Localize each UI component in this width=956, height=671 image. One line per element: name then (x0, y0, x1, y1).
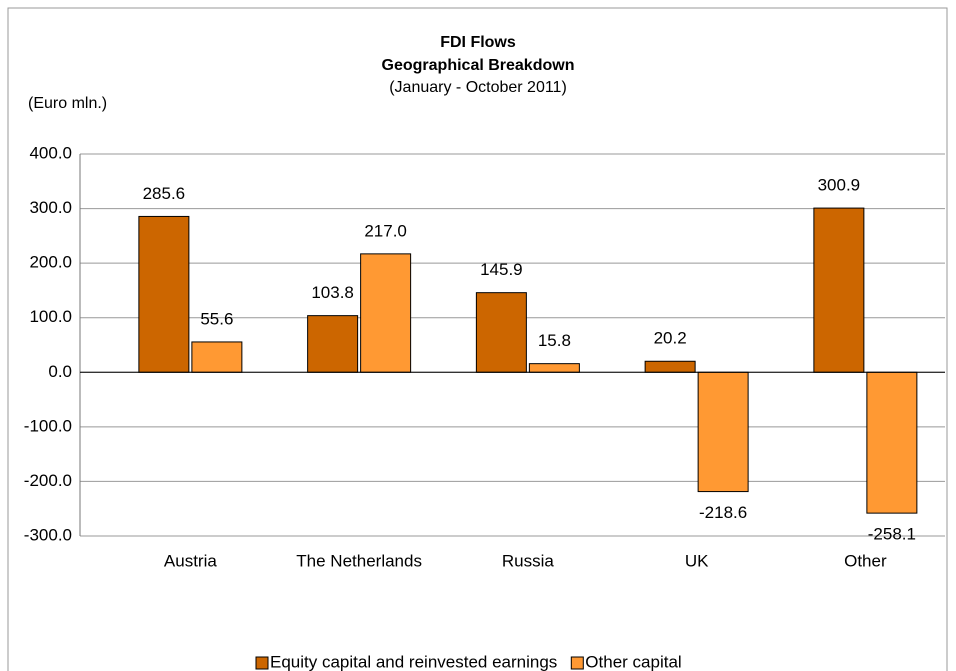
data-label: -218.6 (699, 503, 747, 522)
y-tick-label: 300.0 (29, 198, 72, 217)
bar (697, 371, 749, 493)
bar (813, 207, 865, 373)
data-label: 20.2 (654, 329, 687, 348)
legend-swatch (255, 656, 269, 670)
x-tick-label: Other (844, 551, 887, 570)
bar (528, 363, 580, 373)
data-label: 145.9 (480, 260, 523, 279)
y-tick-label: -100.0 (24, 416, 72, 435)
bar (475, 292, 527, 373)
y-tick-label: 200.0 (29, 253, 72, 272)
y-tick-label: 400.0 (29, 143, 72, 162)
data-label: 300.9 (818, 176, 861, 195)
bar (307, 315, 359, 373)
data-label: 285.6 (143, 184, 186, 203)
bar (866, 371, 918, 514)
x-tick-label: The Netherlands (296, 551, 422, 570)
chart-period: (January - October 2011) (389, 79, 567, 96)
bar (191, 341, 243, 373)
data-label: 103.8 (311, 283, 354, 302)
bar (644, 360, 696, 373)
legend-swatch (570, 656, 584, 670)
chart-border (7, 7, 948, 671)
data-label: -258.1 (868, 525, 916, 544)
data-label: 55.6 (200, 309, 233, 328)
chart-subtitle: Geographical Breakdown (382, 57, 575, 74)
bar (360, 253, 412, 373)
bar (138, 215, 190, 373)
legend-label: Other capital (585, 652, 681, 671)
y-tick-label: -300.0 (24, 525, 72, 544)
y-tick-label: 0.0 (48, 362, 72, 381)
x-tick-label: Russia (502, 551, 555, 570)
x-tick-label: UK (685, 551, 709, 570)
data-label: 217.0 (364, 221, 407, 240)
chart-title: FDI Flows (440, 34, 516, 51)
y-tick-label: 100.0 (29, 307, 72, 326)
y-axis-label: (Euro mln.) (28, 95, 107, 112)
legend-label: Equity capital and reinvested earnings (270, 652, 557, 671)
data-label: 15.8 (538, 331, 571, 350)
y-tick-label: -200.0 (24, 471, 72, 490)
x-tick-label: Austria (164, 551, 217, 570)
